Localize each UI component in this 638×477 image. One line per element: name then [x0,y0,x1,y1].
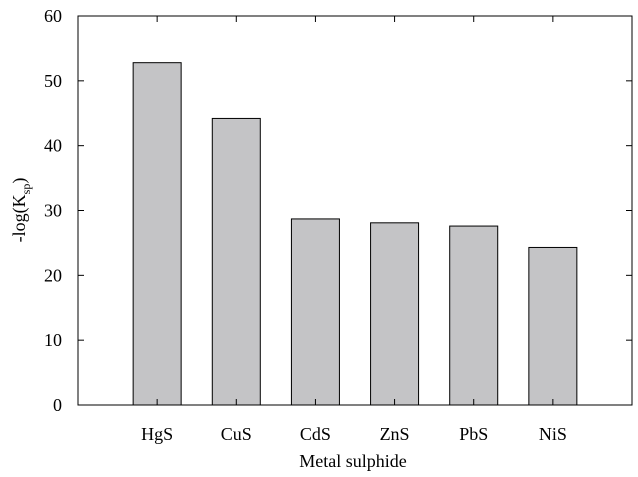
x-tick-label: CuS [221,424,252,444]
ticks [78,15,632,406]
bar-hgs [132,62,182,406]
y-tick-label: 60 [44,6,62,26]
y-tick-label: 50 [44,71,62,91]
bar-cds [290,218,340,406]
x-tick-label: CdS [300,424,331,444]
bars [132,62,578,406]
y-tick-label: 40 [44,136,62,156]
bar-pbs [449,225,499,406]
y-tick-label: 10 [44,330,62,350]
x-tick-label: ZnS [380,424,410,444]
bar-zns [370,222,420,406]
x-tick-label: PbS [459,424,488,444]
y-tick-label: 20 [44,265,62,285]
bar-cus [211,117,261,406]
y-tick-label: 0 [53,395,62,415]
x-axis-label: Metal sulphide [299,451,406,471]
y-tick-labels: 0 10 20 30 40 50 60 [44,6,62,415]
x-tick-labels: HgS CuS CdS ZnS PbS NiS [141,424,567,444]
bar-nis [528,246,578,406]
y-axis-label: -log(Ksp) [9,178,33,243]
x-tick-label: NiS [539,424,567,444]
y-tick-label: 30 [44,201,62,221]
x-tick-label: HgS [141,424,173,444]
